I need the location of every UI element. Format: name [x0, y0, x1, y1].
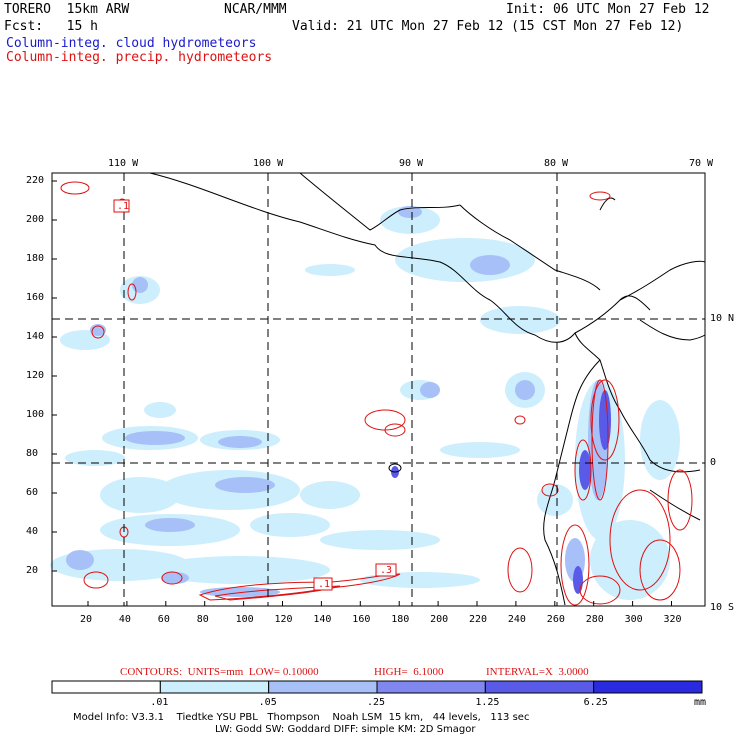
y-tick-label: 200 [26, 214, 45, 225]
contour-label: .1 [318, 579, 331, 590]
x-tick-label: 280 [585, 614, 604, 625]
x-tick-label: 120 [274, 614, 293, 625]
x-tick-label: 180 [391, 614, 410, 625]
colorbar-unit: mm [694, 697, 707, 708]
y-tick-label: 60 [26, 487, 39, 498]
colorbar-label: 6.25 [583, 697, 608, 708]
model-physics: LW: Godd SW: Goddard DIFF: simple KM: 2D… [215, 724, 476, 735]
colorbar-segment [51, 680, 161, 694]
colorbar-segment [159, 680, 270, 694]
contour-info-interval: INTERVAL=X 3.0000 [486, 666, 589, 678]
axis-ticks [52, 180, 672, 606]
x-tick-label: 300 [624, 614, 643, 625]
colorbar-label: .25 [367, 697, 386, 708]
field-cloud-title: Column-integ. cloud hydrometeors [6, 36, 257, 51]
y-tick-label: 220 [26, 175, 45, 186]
contour-info-units: CONTOURS: UNITS=mm LOW= 0.10000 [120, 666, 319, 678]
lon-label-100w: 100 W [253, 158, 284, 169]
y-tick-label: 20 [26, 565, 39, 576]
colorbar-label: 1.25 [475, 697, 500, 708]
lon-label-110w: 110 W [108, 158, 139, 169]
map-frame [51, 172, 706, 607]
colorbar-segment [376, 680, 486, 694]
y-tick-label: 120 [26, 370, 45, 381]
cloud-shading [50, 206, 680, 600]
lat-label-10s: 10 S [710, 602, 735, 613]
y-tick-label: 180 [26, 253, 45, 264]
lon-label-70w: 70 W [689, 158, 714, 169]
y-tick-label: 140 [26, 331, 45, 342]
contour-info-high: HIGH= 6.1000 [374, 666, 444, 678]
contour-label: .1 [117, 201, 130, 212]
model-name: TORERO 15km ARW [4, 2, 130, 17]
model-info: Model Info: V3.3.1 Tiedtke YSU PBL Thomp… [73, 712, 530, 723]
x-tick-label: 20 [80, 614, 93, 625]
x-tick-label: 140 [313, 614, 332, 625]
x-tick-label: 40 [118, 614, 131, 625]
y-tick-label: 40 [26, 526, 39, 537]
x-tick-label: 80 [196, 614, 209, 625]
contour-label: .3 [380, 565, 393, 576]
colorbar-label: .05 [258, 697, 277, 708]
lon-label-90w: 90 W [399, 158, 424, 169]
init-time: Init: 06 UTC Mon 27 Feb 12 [506, 2, 710, 17]
colorbar-label: .01 [150, 697, 169, 708]
x-tick-label: 200 [430, 614, 449, 625]
contour-label-boxes [113, 199, 397, 591]
x-tick-label: 60 [157, 614, 170, 625]
colorbar-segment [593, 680, 703, 694]
x-tick-label: 320 [663, 614, 682, 625]
x-tick-label: 100 [235, 614, 254, 625]
lat-label-10n: 10 N [710, 313, 735, 324]
lon-label-80w: 80 W [544, 158, 569, 169]
coastline [149, 172, 706, 606]
lat-lon-grid [52, 173, 705, 606]
x-tick-label: 260 [546, 614, 565, 625]
colorbar-segment [268, 680, 378, 694]
y-tick-label: 100 [26, 409, 45, 420]
y-tick-label: 80 [26, 448, 39, 459]
y-tick-label: 160 [26, 292, 45, 303]
lat-label-0: 0 [710, 457, 717, 468]
field-precip-title: Column-integ. precip. hydrometeors [6, 50, 273, 65]
x-tick-label: 160 [352, 614, 371, 625]
organization: NCAR/MMM [224, 2, 287, 17]
precip-contours [60, 181, 693, 606]
x-tick-label: 240 [507, 614, 526, 625]
x-tick-label: 220 [469, 614, 488, 625]
forecast-hour: Fcst: 15 h [4, 19, 98, 34]
valid-time: Valid: 21 UTC Mon 27 Feb 12 (15 CST Mon … [292, 19, 684, 34]
colorbar-segment [484, 680, 595, 694]
